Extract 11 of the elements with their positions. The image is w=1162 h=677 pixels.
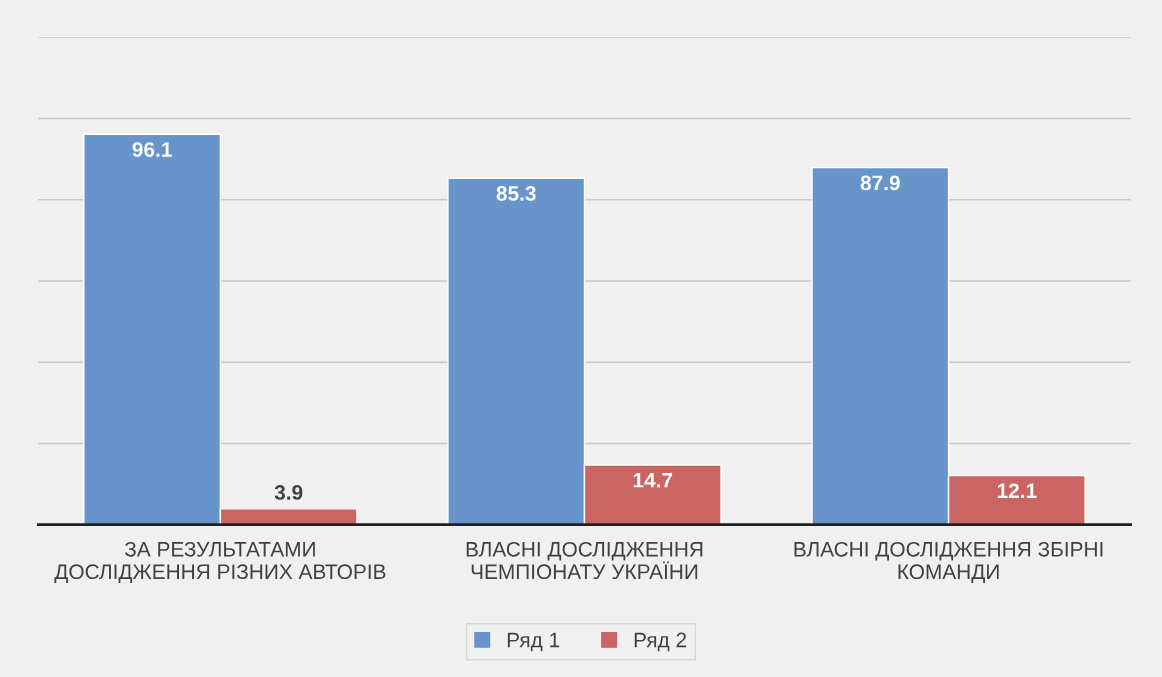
data-label: 3.9 (274, 485, 303, 500)
x-tick-label: ЗА РЕЗУЛЬТАТАМИ ДОСЛІДЖЕННЯ РІЗНИХ АВТОРІВ (54, 541, 386, 584)
data-label: 87.9 (860, 175, 900, 191)
data-label: 85.3 (496, 186, 536, 201)
data-label: 96.1 (132, 142, 172, 157)
legend-label: Ряд 2 (634, 632, 687, 652)
x-tick-label: ВЛАСНІ ДОСЛІДЖЕННЯ ЗБІРНІ КОМАНДИ (794, 541, 1103, 584)
legend-label: Ряд 1 (507, 632, 560, 652)
x-tick-label: ВЛАСНІ ДОСЛІДЖЕННЯ ЧЕМПІОНАТУ УКРАЇНИ (466, 541, 703, 580)
data-label: 12.1 (997, 483, 1037, 498)
data-label: 14.7 (633, 473, 673, 488)
